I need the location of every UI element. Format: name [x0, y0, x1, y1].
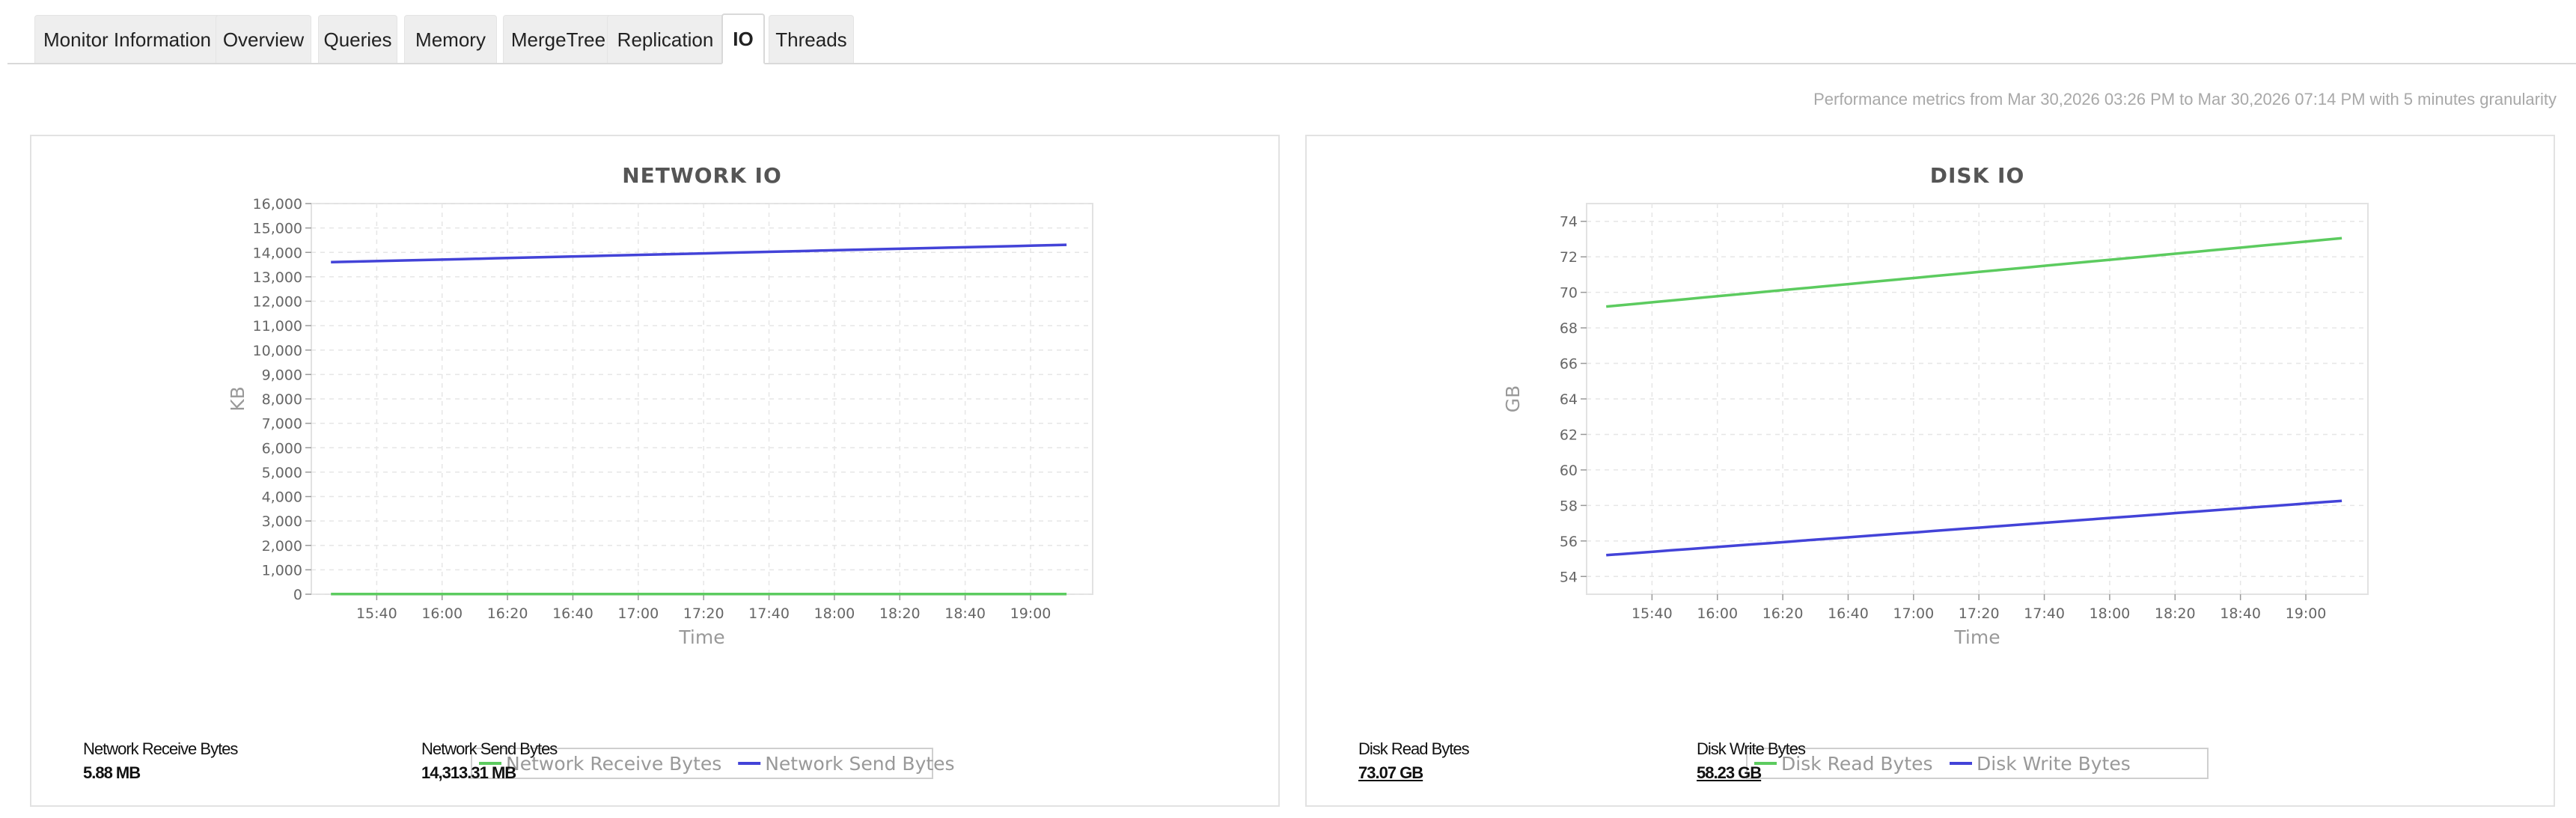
series-line-disk-write-bytes — [1606, 499, 2342, 557]
tab-overview[interactable]: Overview — [216, 15, 311, 63]
y-tick-label: 4,000 — [262, 489, 302, 506]
chart-title: DISK IO — [1930, 163, 2025, 188]
disk-io-chart: DISK IO 54 56 58 60 62 64 66 68 70 72 74 15:40 16:00 1… — [1502, 163, 2369, 779]
disk-read-label: Disk Read Bytes — [1358, 739, 1470, 758]
network-receive-stat: Network Receive Bytes 5.88 MB — [83, 739, 238, 783]
y-tick-label: 56 — [1560, 534, 1578, 550]
y-tick-label: 1,000 — [262, 562, 302, 579]
x-tick-label: 19:00 — [2286, 605, 2327, 622]
y-tick-label: 62 — [1560, 427, 1578, 443]
disk-write-value-link[interactable]: 58.23 GB — [1697, 763, 1762, 782]
x-tick-label: 15:40 — [1632, 605, 1673, 622]
y-tick-label: 10,000 — [253, 343, 302, 359]
tab-memory[interactable]: Memory — [404, 15, 497, 63]
y-tick-label: 15,000 — [253, 221, 302, 237]
performance-metrics-caption: Performance metrics from Mar 30,2026 03:… — [1813, 90, 2557, 109]
legend-box — [1746, 748, 2209, 779]
x-tick-label: 16:40 — [1828, 605, 1869, 622]
disk-write-stat: Disk Write Bytes 58.23 GB — [1697, 739, 1806, 783]
tab-mergetree[interactable]: MergeTree — [503, 15, 614, 63]
x-tick-label: 18:00 — [814, 605, 855, 622]
x-tick-label: 16:40 — [552, 605, 593, 622]
y-tick-label: 6,000 — [262, 440, 302, 457]
y-tick-label: 0 — [293, 587, 302, 603]
x-tick-label: 17:20 — [683, 605, 724, 622]
legend-label: Disk Write Bytes — [1977, 753, 2131, 775]
network-send-stat: Network Send Bytes 14,313.31 MB — [421, 739, 558, 783]
x-tick-label: 16:20 — [1762, 605, 1804, 622]
x-tick-label: 17:40 — [2024, 605, 2065, 622]
x-tick-label: 16:00 — [1697, 605, 1738, 622]
x-axis-label: Time — [1953, 626, 2000, 648]
y-tick-label: 58 — [1560, 498, 1578, 514]
tab-threads[interactable]: Threads — [769, 15, 854, 63]
y-tick-label: 68 — [1560, 320, 1578, 337]
legend-label: Network Receive Bytes — [506, 753, 721, 775]
x-tick-label: 18:20 — [2155, 605, 2196, 622]
y-tick-label: 5,000 — [262, 465, 302, 481]
network-receive-value: 5.88 MB — [83, 763, 141, 782]
x-tick-label: 18:20 — [879, 605, 921, 622]
x-tick-label: 18:00 — [2090, 605, 2131, 622]
y-axis-label: KB — [227, 386, 248, 412]
disk-read-value-link[interactable]: 73.07 GB — [1358, 763, 1423, 782]
y-tick-label: 72 — [1560, 249, 1578, 266]
x-tick-label: 17:00 — [1893, 605, 1934, 622]
tab-bar: Monitor Information Overview Queries Mem… — [7, 13, 2576, 64]
y-tick-label: 13,000 — [253, 269, 302, 286]
tab-io[interactable]: IO — [721, 13, 765, 64]
x-tick-label: 16:20 — [487, 605, 528, 622]
series-line-network-send-bytes — [331, 243, 1067, 264]
network-io-panel: NETWORK IO 0 1,000 2,000 3,000 4,000 5,000 6,00… — [30, 135, 1280, 807]
y-tick-label: 12,000 — [253, 294, 302, 311]
disk-write-label: Disk Write Bytes — [1697, 739, 1806, 758]
legend-label: Network Send Bytes — [765, 753, 954, 775]
y-tick-label: 64 — [1560, 391, 1578, 408]
tab-queries[interactable]: Queries — [318, 15, 397, 63]
x-tick-label: 18:40 — [2220, 605, 2261, 622]
y-tick-label: 16,000 — [253, 196, 302, 213]
x-tick-label: 16:00 — [421, 605, 463, 622]
y-tick-label: 54 — [1560, 569, 1578, 585]
x-tick-label: 17:40 — [748, 605, 790, 622]
x-axis-label: Time — [678, 626, 724, 648]
y-tick-label: 9,000 — [262, 367, 302, 383]
y-axis-label: GB — [1502, 385, 1524, 413]
y-tick-label: 66 — [1560, 356, 1578, 373]
y-tick-label: 8,000 — [262, 391, 302, 408]
network-io-chart: NETWORK IO 0 1,000 2,000 3,000 4,000 5,000 6,00… — [227, 163, 1093, 779]
disk-read-stat: Disk Read Bytes 73.07 GB — [1358, 739, 1470, 783]
disk-io-panel: DISK IO 54 56 58 60 62 64 66 68 70 72 74 15:40 16:00 1… — [1305, 135, 2555, 807]
y-tick-label: 3,000 — [262, 513, 302, 530]
x-tick-label: 17:20 — [1959, 605, 2000, 622]
y-tick-label: 14,000 — [253, 245, 302, 261]
network-send-label: Network Send Bytes — [421, 739, 558, 758]
y-tick-label: 2,000 — [262, 538, 302, 555]
y-tick-label: 74 — [1560, 214, 1578, 231]
x-tick-label: 17:00 — [617, 605, 659, 622]
x-tick-label: 19:00 — [1010, 605, 1052, 622]
tab-monitor-information[interactable]: Monitor Information — [34, 15, 220, 63]
network-send-value: 14,313.31 MB — [421, 763, 516, 782]
legend-box — [471, 748, 933, 779]
y-tick-label: 70 — [1560, 285, 1578, 302]
legend-label: Disk Read Bytes — [1781, 753, 1933, 775]
tab-replication[interactable]: Replication — [607, 15, 724, 63]
y-tick-label: 11,000 — [253, 318, 302, 335]
network-receive-label: Network Receive Bytes — [83, 739, 238, 758]
x-tick-label: 15:40 — [356, 605, 397, 622]
chart-title: NETWORK IO — [622, 163, 782, 188]
x-tick-label: 18:40 — [944, 605, 986, 622]
series-line-disk-read-bytes — [1606, 236, 2342, 308]
y-tick-label: 7,000 — [262, 416, 302, 433]
y-tick-label: 60 — [1560, 463, 1578, 479]
